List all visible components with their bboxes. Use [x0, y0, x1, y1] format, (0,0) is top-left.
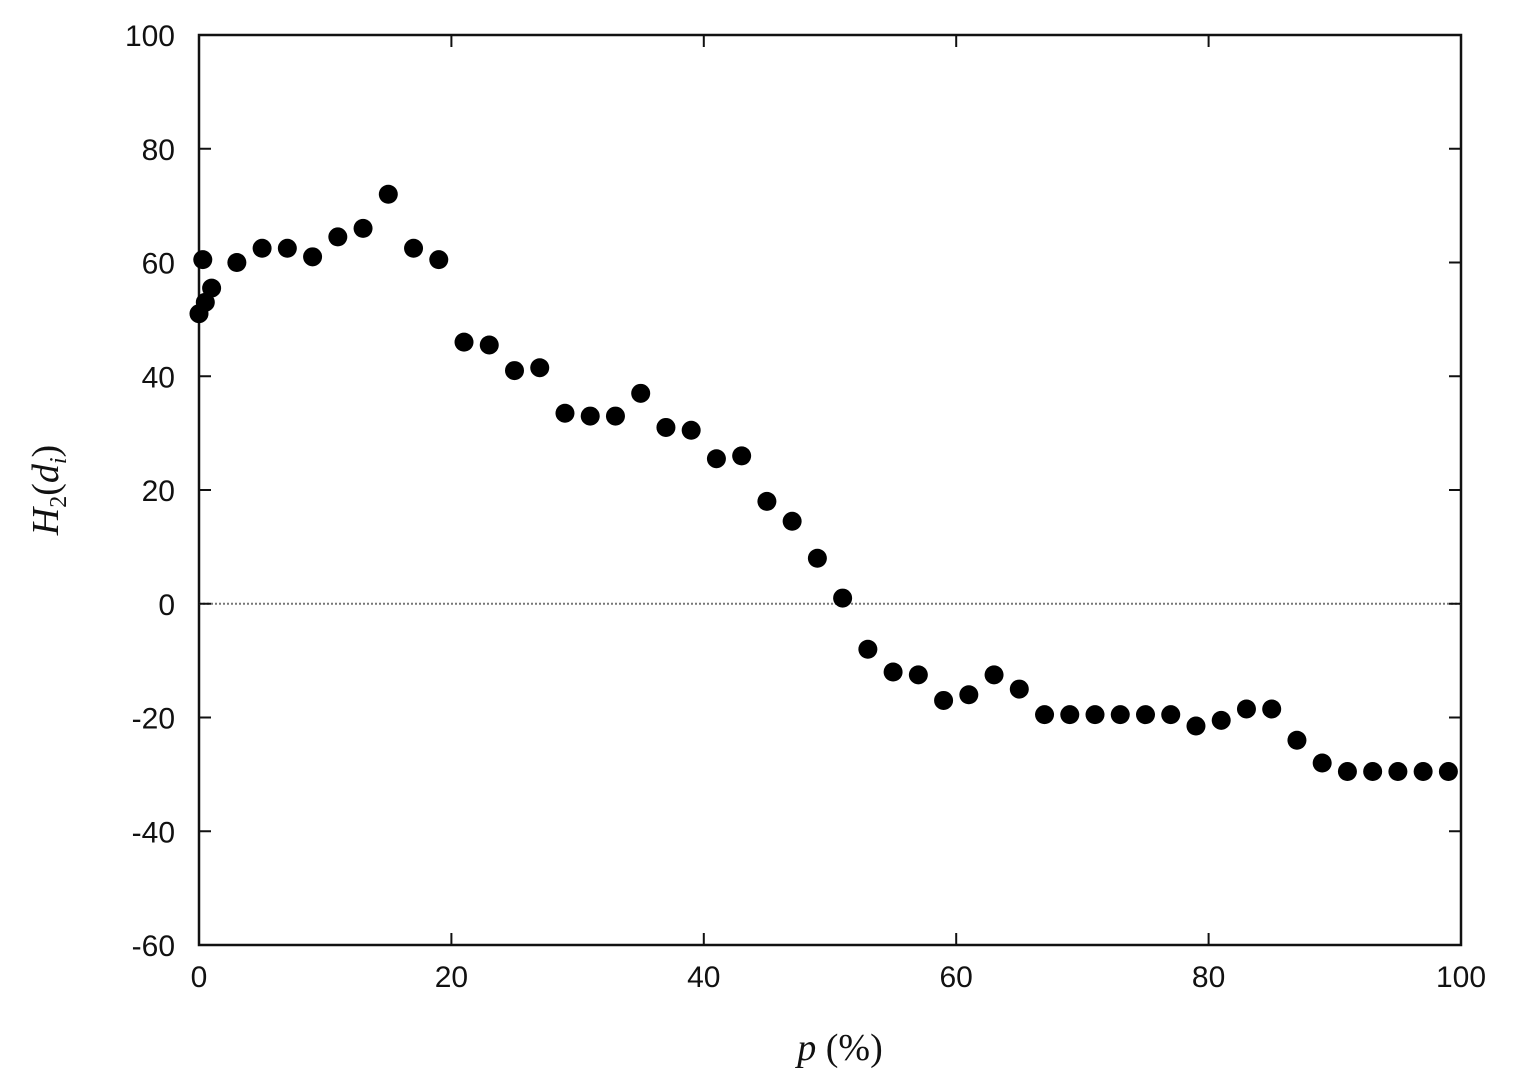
data-point: [1009, 679, 1029, 699]
data-point: [984, 665, 1004, 685]
data-point: [1413, 762, 1433, 782]
x-tick-label: 40: [687, 961, 720, 994]
x-tick-label: 0: [191, 961, 208, 994]
data-point: [328, 227, 348, 247]
data-point: [479, 335, 499, 355]
data-point: [681, 420, 701, 440]
data-point: [555, 403, 575, 423]
data-point: [1136, 705, 1155, 725]
data-point: [1312, 753, 1332, 773]
data-point: [195, 292, 215, 312]
data-point: [404, 238, 424, 258]
data-point: [378, 184, 398, 204]
data-point: [353, 218, 373, 238]
data-point: [227, 253, 247, 272]
y-axis-symbol: H: [25, 505, 67, 536]
data-point: [656, 417, 676, 437]
data-point: [782, 511, 802, 531]
data-point: [732, 446, 752, 466]
data-point: [934, 690, 954, 710]
data-point: [202, 278, 222, 298]
data-point: [1262, 699, 1282, 719]
data-point: [193, 250, 213, 270]
plot-frame: [197, 33, 1463, 947]
x-axis-ticks: 0 20 40 60 80 100: [191, 35, 1486, 994]
y-tick-label: 0: [158, 589, 175, 622]
data-point: [1186, 716, 1206, 736]
y-axis-variable: d: [25, 463, 67, 483]
data-point: [858, 639, 878, 659]
data-point: [1211, 710, 1231, 730]
data-point: [1287, 730, 1307, 750]
data-point: [1110, 705, 1130, 725]
data-point: [1337, 762, 1357, 782]
data-point: [833, 588, 853, 608]
x-tick-label: 80: [1192, 961, 1225, 994]
x-axis-variable: p: [794, 1027, 816, 1069]
y-tick-label: -40: [132, 816, 175, 849]
data-point: [631, 383, 651, 403]
y-tick-label: -60: [132, 930, 175, 963]
y-tick-label: 80: [142, 134, 175, 167]
y-axis-open-paren: (: [25, 483, 67, 496]
data-point: [908, 665, 928, 685]
data-point: [959, 685, 979, 705]
data-point: [1363, 762, 1383, 782]
data-point: [580, 406, 600, 426]
y-axis-title: H2(di): [25, 445, 72, 536]
x-axis-title: p (%): [794, 1027, 882, 1069]
data-point: [1161, 705, 1181, 725]
x-tick-label: 100: [1436, 961, 1486, 994]
data-point: [530, 358, 550, 378]
y-axis-ticks: -60 -40 -20 0 20 40 60 80 100: [125, 20, 1461, 963]
data-points: [189, 184, 1458, 782]
data-point: [1236, 699, 1256, 719]
data-point: [252, 238, 272, 258]
data-point: [1085, 705, 1105, 725]
data-point: [1060, 705, 1080, 725]
y-axis-subscript-1: 2: [46, 496, 72, 508]
data-point: [757, 491, 777, 511]
y-axis-close-paren: ): [25, 445, 67, 458]
y-tick-label: -20: [132, 703, 175, 736]
data-point: [883, 662, 903, 682]
y-axis-subscript-2: i: [46, 457, 72, 464]
y-tick-label: 20: [142, 475, 175, 508]
y-tick-label: 40: [142, 361, 175, 394]
x-axis-unit: (%): [816, 1027, 882, 1069]
data-point: [706, 449, 726, 469]
x-tick-label: 60: [940, 961, 973, 994]
y-tick-label: 100: [125, 20, 175, 53]
y-tick-label: 60: [142, 248, 175, 281]
data-point: [505, 361, 524, 381]
data-point: [454, 332, 474, 352]
data-point: [429, 250, 449, 270]
data-point: [1438, 762, 1458, 782]
data-point: [1388, 762, 1408, 782]
data-point: [277, 238, 297, 258]
x-tick-label: 20: [435, 961, 468, 994]
data-point: [807, 548, 827, 568]
data-point: [1035, 705, 1055, 725]
data-point: [605, 406, 625, 426]
data-point: [303, 247, 323, 267]
